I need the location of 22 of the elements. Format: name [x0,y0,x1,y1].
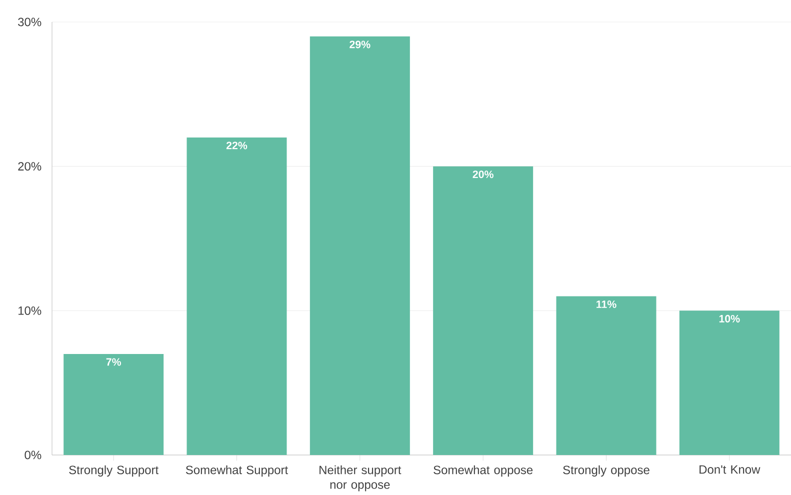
y-tick-label: 0% [24,450,42,460]
data-label: 29% [350,40,370,48]
x-tick-label: Somewhat Support [186,465,288,477]
bar [64,354,164,455]
x-tick-label: Neither support nor oppose [320,465,402,492]
y-tick-label: 10% [18,306,42,315]
y-tick-label: 30% [18,18,42,26]
data-label: 11% [596,300,616,308]
data-label: 10% [719,314,740,322]
x-tick-label: Strongly oppose [563,465,650,477]
bar [186,137,287,455]
bar [310,36,410,455]
y-tick-label: 20% [18,162,42,171]
data-label: 20% [472,170,494,178]
bar [679,310,780,455]
x-tick-label: Strongly Support [69,465,159,477]
x-tick-label: Somewhat oppose [434,465,533,477]
data-label: 22% [226,142,248,150]
bar [433,166,534,455]
data-label: 7% [106,358,122,366]
bar [556,296,656,455]
x-tick-label: Don't Know [700,465,760,474]
